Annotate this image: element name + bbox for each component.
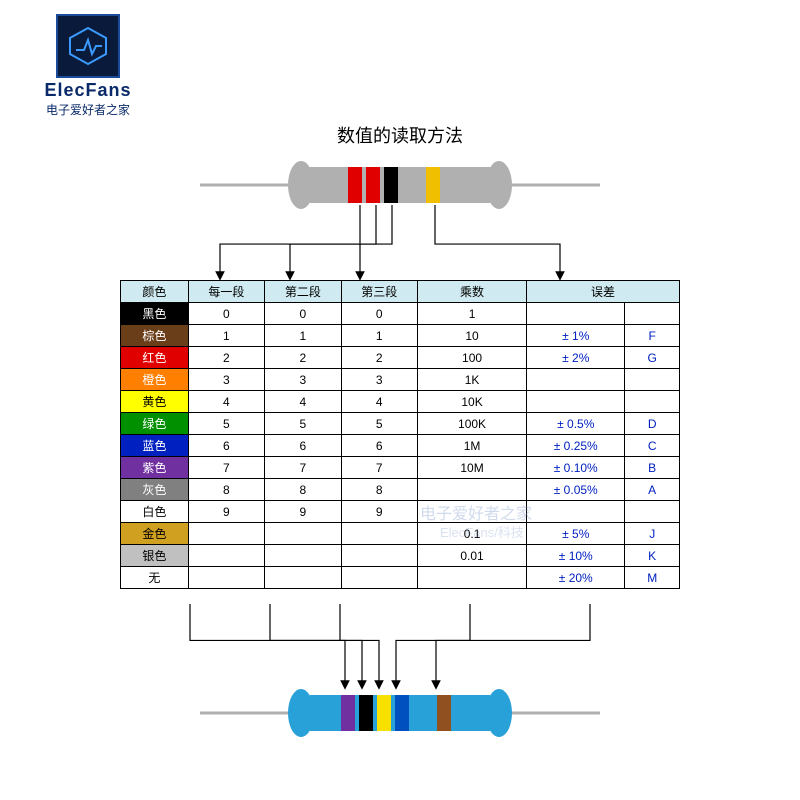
resistor-bottom	[0, 668, 800, 758]
